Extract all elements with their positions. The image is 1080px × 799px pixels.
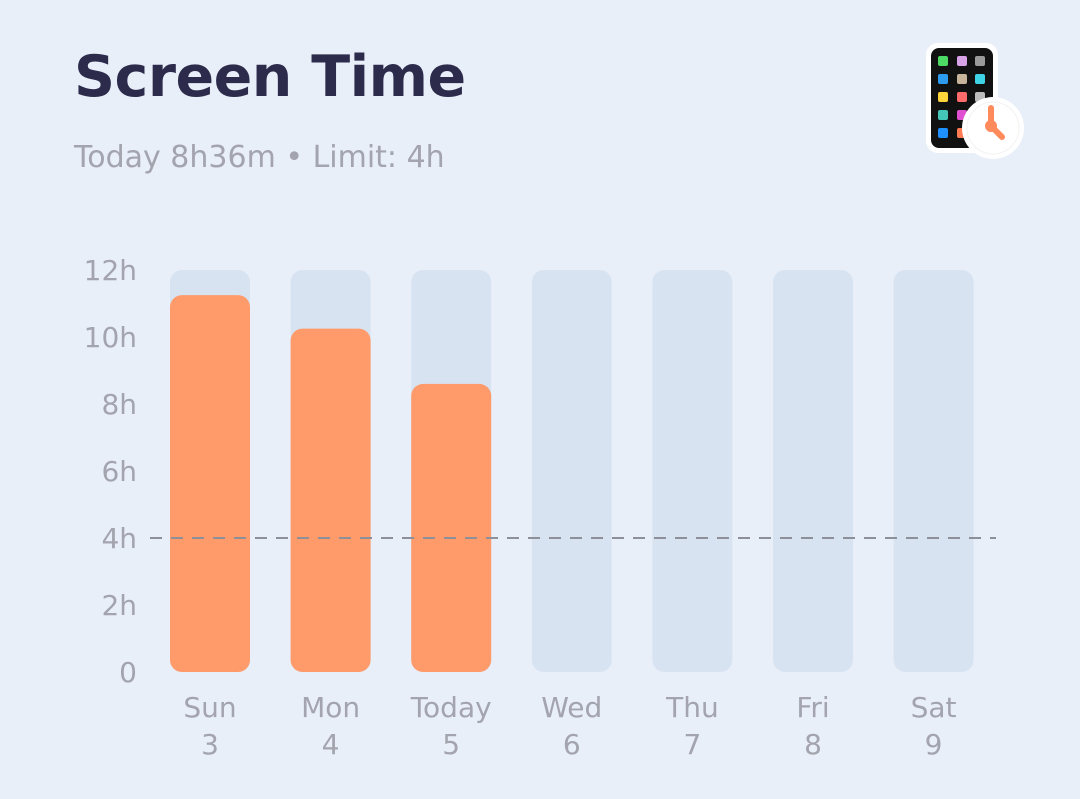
- y-tick-label: 12h: [84, 254, 137, 287]
- x-date-label: 8: [804, 728, 822, 761]
- phone-with-clock-icon: [926, 43, 1024, 159]
- x-day-label: Sat: [911, 691, 957, 724]
- x-date-label: 4: [322, 728, 340, 761]
- y-axis: 0 2h 4h 6h 8h 10h 12h: [84, 254, 137, 689]
- bar-tracks: [170, 270, 974, 672]
- usage-bar[interactable]: [411, 383, 492, 672]
- bars: [170, 295, 492, 672]
- x-day-label: Sun: [183, 691, 236, 724]
- bar-track: [893, 270, 974, 672]
- bar-track: [652, 270, 733, 672]
- usage-bar[interactable]: [290, 328, 371, 672]
- x-date-label: 6: [563, 728, 581, 761]
- bar-track: [531, 270, 612, 672]
- y-tick-label: 2h: [101, 589, 137, 622]
- x-date-label: 5: [442, 728, 460, 761]
- x-day-label: Fri: [796, 691, 829, 724]
- y-tick-label: 6h: [101, 455, 137, 488]
- y-tick-label: 10h: [84, 321, 137, 354]
- x-day-label: Wed: [541, 691, 602, 724]
- x-day-label: Mon: [301, 691, 360, 724]
- x-day-label: Today: [410, 691, 492, 724]
- bar-track: [773, 270, 853, 672]
- y-tick-label: 8h: [101, 388, 137, 421]
- x-axis: Sun 3 Mon 4 Today 5 Wed 6 Thu 7 Fri 8 Sat 9: [183, 691, 956, 761]
- y-tick-label: 4h: [101, 522, 137, 555]
- x-date-label: 7: [683, 728, 701, 761]
- page-title: Screen Time: [74, 44, 466, 110]
- x-date-label: 9: [925, 728, 943, 761]
- usage-summary: Today 8h36m • Limit: 4h: [74, 140, 445, 175]
- usage-bar[interactable]: [170, 295, 250, 672]
- y-tick-label: 0: [119, 656, 137, 689]
- x-date-label: 3: [201, 728, 219, 761]
- x-day-label: Thu: [665, 691, 719, 724]
